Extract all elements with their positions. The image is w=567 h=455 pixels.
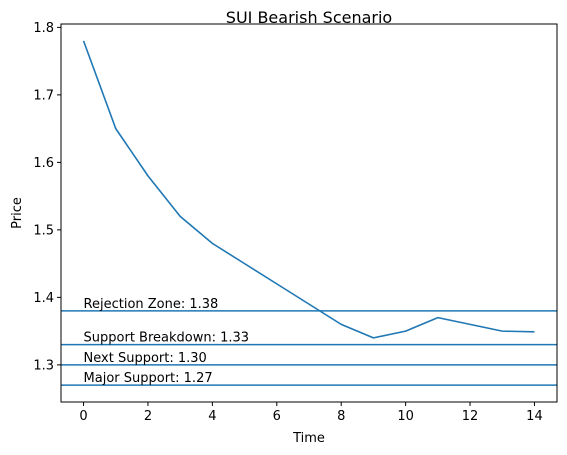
y-tick-label: 1.4 — [33, 291, 54, 306]
level-label: Support Breakdown: 1.33 — [84, 331, 250, 346]
x-tick-label: 6 — [273, 409, 281, 424]
y-tick-label: 1.5 — [33, 223, 54, 238]
y-tick-label: 1.3 — [33, 358, 54, 373]
x-tick-label: 10 — [397, 409, 414, 424]
plot-frame — [60, 23, 558, 403]
x-axis-label: Time — [292, 431, 325, 446]
plot-area: Rejection Zone: 1.38 Support Breakdown: 1… — [33, 21, 557, 424]
x-tick-label: 14 — [526, 409, 543, 424]
level-label: Next Support: 1.30 — [84, 351, 207, 366]
x-tick-label: 8 — [337, 409, 345, 424]
x-tick-label: 12 — [462, 409, 479, 424]
chart-title: SUI Bearish Scenario — [226, 8, 392, 27]
y-tick-label: 1.8 — [33, 21, 54, 36]
x-tick-label: 2 — [144, 409, 152, 424]
x-tick-label: 0 — [79, 409, 87, 424]
y-tick-label: 1.6 — [33, 156, 54, 171]
x-tick-label: 4 — [208, 409, 216, 424]
price-line — [82, 40, 535, 339]
y-axis-label: Price — [10, 197, 25, 229]
y-tick-label: 1.7 — [33, 88, 54, 103]
level-label: Major Support: 1.27 — [84, 371, 213, 386]
level-label: Rejection Zone: 1.38 — [84, 297, 219, 312]
